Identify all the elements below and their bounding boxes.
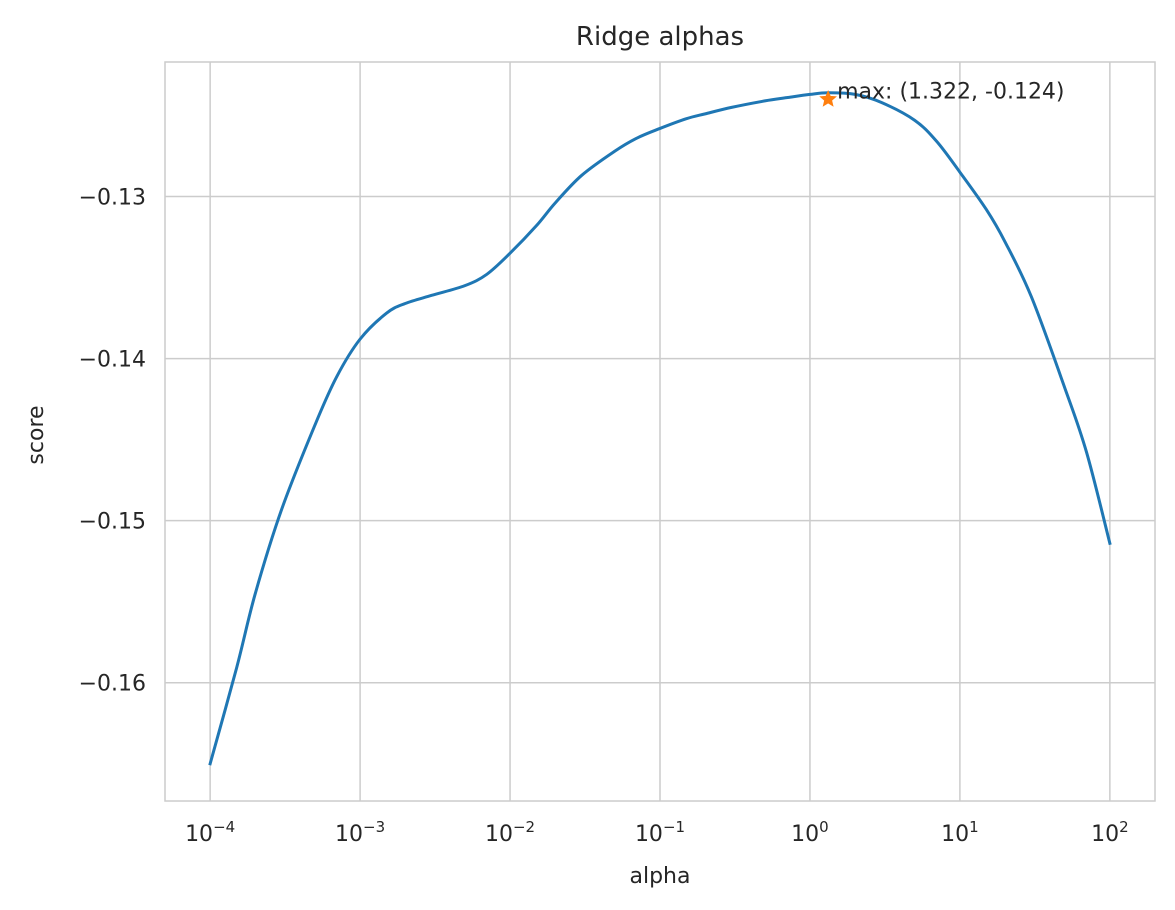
y-tick-label: −0.16: [79, 672, 146, 697]
y-tick-label: −0.15: [79, 510, 146, 535]
max-annotation: max: (1.322, -0.124): [837, 79, 1064, 104]
series-layer: max: (1.322, -0.124): [208, 79, 1112, 766]
x-tick-label: 101: [941, 818, 979, 847]
x-tick-label: 102: [1091, 818, 1129, 847]
score-line: [208, 91, 1112, 766]
max-marker: [819, 89, 837, 107]
x-tick-label: 10−3: [335, 818, 385, 847]
x-tick-label: 10−2: [485, 818, 535, 847]
y-tick-labels: −0.13 −0.14 −0.15 −0.16: [79, 186, 146, 697]
chart-title: Ridge alphas: [576, 22, 744, 52]
y-tick-label: −0.14: [79, 348, 146, 373]
plot-frame: [164, 61, 1156, 802]
y-tick-label: −0.13: [79, 186, 146, 211]
x-tick-label: 100: [791, 818, 829, 847]
grid: [165, 62, 1155, 801]
x-axis-title: alpha: [630, 864, 691, 889]
x-tick-labels: 10−4 10−3 10−2 10−1 100 101 102: [185, 818, 1129, 847]
y-axis-title: score: [24, 405, 49, 464]
x-tick-label: 10−1: [635, 818, 685, 847]
x-tick-label: 10−4: [185, 818, 235, 847]
